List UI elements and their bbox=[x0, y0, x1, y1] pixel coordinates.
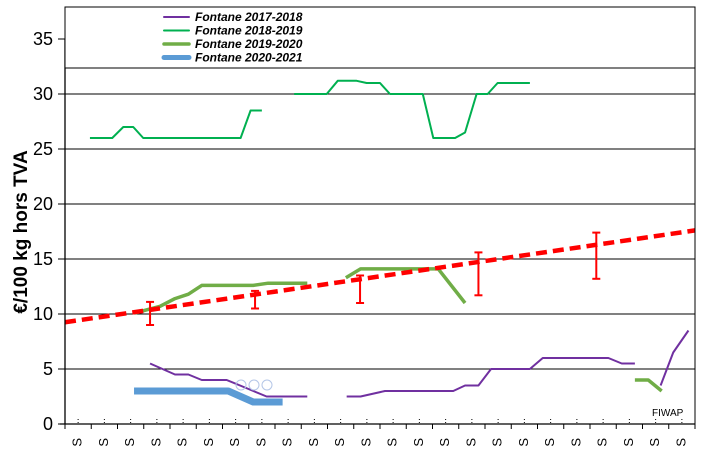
series-line bbox=[89, 109, 262, 139]
gridlines bbox=[65, 38, 695, 370]
x-tick-label: S bbox=[148, 438, 163, 447]
x-tick-label: S bbox=[621, 438, 636, 447]
y-tick-label: 15 bbox=[33, 249, 53, 269]
series-line bbox=[659, 329, 690, 386]
source-label: FIWAP bbox=[652, 408, 684, 419]
y-tick-label: 10 bbox=[33, 304, 53, 324]
legend-entry: Fontane 2017-2018 bbox=[195, 10, 303, 24]
x-tick-label: S bbox=[253, 438, 268, 447]
trend-line bbox=[64, 228, 696, 325]
y-tick-label: 35 bbox=[33, 29, 53, 49]
y-tick-label: 30 bbox=[33, 84, 53, 104]
x-tick-label: S bbox=[280, 438, 295, 447]
x-tick-label: S bbox=[673, 438, 688, 447]
series-line bbox=[149, 362, 308, 398]
series-lines bbox=[89, 79, 690, 406]
x-tick-label: S bbox=[385, 438, 400, 447]
legend-box bbox=[64, 6, 696, 69]
marker-circle bbox=[235, 379, 247, 391]
y-tick-labels: 0 5 10 15 20 25 30 35 bbox=[33, 29, 53, 434]
marker-circle bbox=[248, 379, 260, 391]
x-tick-label: S bbox=[96, 438, 111, 447]
x-tick-label: S bbox=[227, 438, 242, 447]
y-tick-label: 20 bbox=[33, 194, 53, 214]
legend-entry: Fontane 2019-2020 bbox=[195, 37, 303, 51]
series-line bbox=[294, 79, 530, 139]
x-tick-label: S bbox=[332, 438, 347, 447]
x-tick-label: S bbox=[490, 438, 505, 447]
x-tick-label: S bbox=[463, 438, 478, 447]
series-line bbox=[344, 267, 467, 305]
series-line bbox=[134, 387, 283, 406]
marker-circle bbox=[261, 379, 273, 391]
x-tick-label: S bbox=[201, 438, 216, 447]
x-tick-label: S bbox=[568, 438, 583, 447]
x-tick-label: S bbox=[595, 438, 610, 447]
y-tick-label: 5 bbox=[43, 359, 53, 379]
x-tick-label: S bbox=[358, 438, 373, 447]
series-line bbox=[134, 281, 308, 315]
y-axis-label: €/100 kg hors TVA bbox=[11, 150, 32, 314]
x-tick-label: S bbox=[411, 438, 426, 447]
x-tick-label: S bbox=[437, 438, 452, 447]
trend-line-dashed bbox=[64, 228, 696, 325]
error-bars bbox=[146, 231, 601, 326]
legend-entry: Fontane 2018-2019 bbox=[195, 24, 303, 38]
y-tick-label: 0 bbox=[43, 414, 53, 434]
legend-entry: Fontane 2020-2021 bbox=[195, 51, 303, 65]
x-tick-label: S bbox=[516, 438, 531, 447]
x-tick-label: S bbox=[70, 438, 85, 447]
x-tick-label: S bbox=[175, 438, 190, 447]
series-line bbox=[346, 357, 635, 398]
x-tick-label: S bbox=[122, 438, 137, 447]
series-line bbox=[634, 378, 663, 393]
y-tick-label: 25 bbox=[33, 139, 53, 159]
x-tick-label: S bbox=[647, 438, 662, 447]
x-tick-label: S bbox=[542, 438, 557, 447]
axes bbox=[58, 38, 696, 429]
marker-artifacts bbox=[235, 379, 273, 391]
x-tick-label: S bbox=[306, 438, 321, 447]
